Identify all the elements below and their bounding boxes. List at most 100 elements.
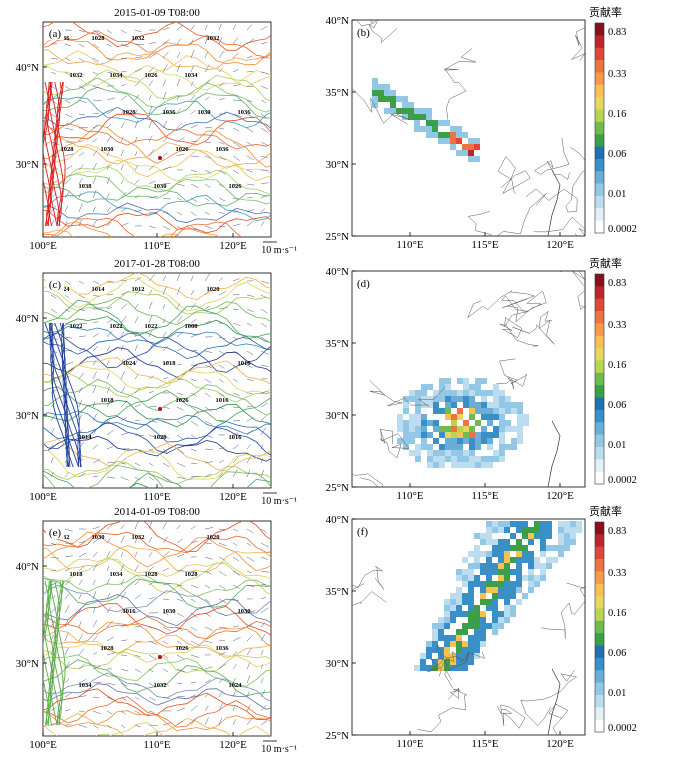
contribution-cell [528, 569, 534, 575]
contribution-cell [403, 408, 409, 414]
contribution-cell [487, 420, 493, 426]
contour-label: 1032 [132, 35, 145, 42]
contribution-cell [480, 611, 486, 617]
contribution-cell [421, 414, 427, 420]
contribution-cell [426, 132, 432, 138]
contribution-cell [493, 414, 499, 420]
contribution-cell [517, 438, 523, 444]
panel-title: 2014-01-09 T08:00 [114, 506, 200, 518]
contribution-cell [511, 426, 517, 432]
contribution-cell [463, 402, 469, 408]
contribution-cell [445, 450, 451, 456]
contribution-cell [546, 527, 552, 533]
contribution-cell [457, 462, 463, 468]
contribution-cell [493, 408, 499, 414]
contribution-cell [462, 575, 468, 581]
contribution-cell [487, 408, 493, 414]
contribution-cell [564, 533, 570, 539]
contribution-cell [439, 426, 445, 432]
contribution-cell [498, 551, 504, 557]
contour-label: 1026 [229, 183, 243, 190]
contribution-cell [444, 647, 450, 653]
contribution-cell [498, 623, 504, 629]
contribution-cell [475, 390, 481, 396]
contribution-cell [499, 402, 505, 408]
y-tick-label: 30°N [326, 410, 349, 422]
colorbar-swatch [595, 571, 604, 584]
contribution-cell [463, 420, 469, 426]
contribution-cell [456, 611, 462, 617]
contribution-cell [469, 408, 475, 414]
contribution-cell [378, 96, 384, 102]
contribution-cell [397, 414, 403, 420]
contour-label: 1020 [207, 534, 220, 541]
contribution-cell [445, 426, 451, 432]
contribution-cell [444, 605, 450, 611]
x-tick-label: 110°E [143, 240, 170, 252]
contribution-cell [469, 384, 475, 390]
contribution-cell [528, 563, 534, 569]
contribution-cell [469, 402, 475, 408]
contour-label: 1032 [154, 682, 167, 689]
contribution-cell [415, 390, 421, 396]
contribution-cell [421, 390, 427, 396]
contribution-cell [403, 402, 409, 408]
colorbar-title: 贡献率 [589, 256, 622, 270]
colorbar-swatch [595, 385, 604, 398]
contribution-cell [504, 611, 510, 617]
contribution-cell [528, 551, 534, 557]
colorbar-tick-label: 0.01 [608, 688, 626, 699]
contribution-cell [492, 617, 498, 623]
colorbar-swatch [595, 221, 604, 234]
y-tick-label: 25°N [326, 231, 349, 243]
contribution-cell [457, 378, 463, 384]
contribution-cell [421, 444, 427, 450]
contribution-cell [481, 396, 487, 402]
contribution-cell [433, 456, 439, 462]
contribution-cell [397, 420, 403, 426]
contribution-cell [462, 557, 468, 563]
contribution-cell [522, 557, 528, 563]
x-tick-label: 110°E [396, 738, 423, 750]
contour-label: 1014 [79, 434, 93, 441]
contribution-cell [516, 587, 522, 593]
contribution-cell [409, 396, 415, 402]
contribution-cell [414, 126, 420, 132]
contribution-cell [480, 593, 486, 599]
wind-unit-label: 10 m·s⁻¹ [261, 496, 297, 507]
colorbar-tick-label: 0.0002 [608, 224, 637, 235]
contour-label: 1028 [92, 35, 106, 42]
contribution-cell [516, 557, 522, 563]
contribution-cell [439, 462, 445, 468]
contribution-cell [451, 414, 457, 420]
contribution-cell [492, 593, 498, 599]
x-tick-label: 110°E [396, 239, 423, 251]
y-tick-label: 40°N [326, 514, 349, 526]
contribution-cell [576, 527, 582, 533]
contribution-cell [468, 156, 474, 162]
contour-label: 1008 [185, 323, 199, 330]
contribution-cell [510, 521, 516, 527]
contribution-cell [480, 635, 486, 641]
contribution-cell [523, 414, 529, 420]
contribution-cell [445, 438, 451, 444]
contribution-cell [390, 96, 396, 102]
contribution-cell [426, 647, 432, 653]
contribution-cell [474, 156, 480, 162]
contribution-cell [457, 444, 463, 450]
contribution-cell [492, 605, 498, 611]
contribution-cell [445, 456, 451, 462]
contribution-cell [462, 132, 468, 138]
contribution-cell [372, 90, 378, 96]
contour-label: 1030 [238, 608, 251, 615]
contribution-cell [451, 390, 457, 396]
contribution-cell [570, 533, 576, 539]
colorbar-swatch [595, 608, 604, 621]
contribution-cell [528, 575, 534, 581]
contribution-cell [481, 432, 487, 438]
contribution-cell [445, 408, 451, 414]
colorbar-swatch [595, 23, 604, 36]
contribution-cell [450, 599, 456, 605]
contribution-cell [456, 641, 462, 647]
